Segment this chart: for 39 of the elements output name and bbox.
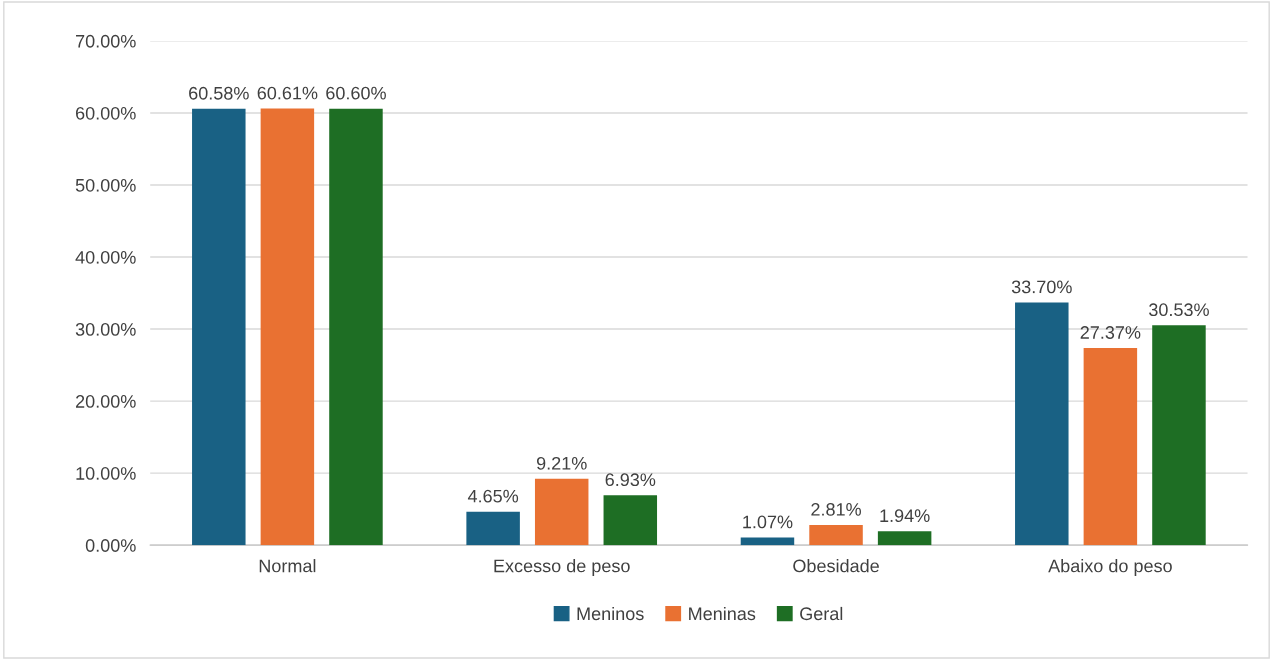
data-label: 27.37% (1080, 326, 1141, 339)
bar (1083, 348, 1138, 546)
y-tick-label: 40.00% (75, 250, 136, 264)
x-tick-label: Normal (259, 559, 316, 573)
bar (1152, 325, 1206, 546)
bar (192, 108, 246, 546)
x-tick-label: Abaixo do peso (1048, 559, 1172, 576)
data-label: 1.07% (743, 515, 793, 529)
bar (260, 108, 315, 546)
bar (329, 108, 383, 546)
data-label: 30.53% (1149, 303, 1209, 317)
bar (809, 524, 863, 546)
y-tick-label: 70.00% (76, 34, 136, 48)
y-tick-label: 20.00% (76, 395, 136, 408)
data-label: 1.94% (880, 509, 930, 523)
bar (740, 537, 795, 546)
data-label: 2.81% (811, 503, 861, 516)
y-tick-label: 60.00% (76, 106, 136, 120)
data-label: 6.93% (605, 473, 656, 487)
y-tick-label: 10.00% (76, 467, 136, 480)
y-tick-label: 50.00% (75, 178, 136, 192)
bar (1015, 302, 1069, 546)
x-tick-label: Obesidade (793, 559, 879, 573)
data-label: 9.21% (536, 456, 587, 470)
bar (534, 478, 589, 546)
bar (603, 495, 658, 546)
y-tick-label: 0.00% (85, 539, 136, 552)
bar (466, 511, 520, 546)
data-label: 60.61% (257, 86, 318, 100)
legend-label: Meninas (689, 606, 756, 621)
y-tick-label: 30.00% (75, 322, 136, 336)
data-label: 60.60% (326, 86, 386, 100)
data-label: 60.58% (189, 86, 249, 100)
legend-label: Meninos (577, 606, 644, 621)
x-tick-label: Excesso de peso (494, 559, 630, 576)
data-label: 33.70% (1011, 280, 1072, 294)
legend-label: Geral (800, 606, 843, 621)
bar (877, 531, 932, 546)
data-label: 4.65% (467, 489, 519, 503)
